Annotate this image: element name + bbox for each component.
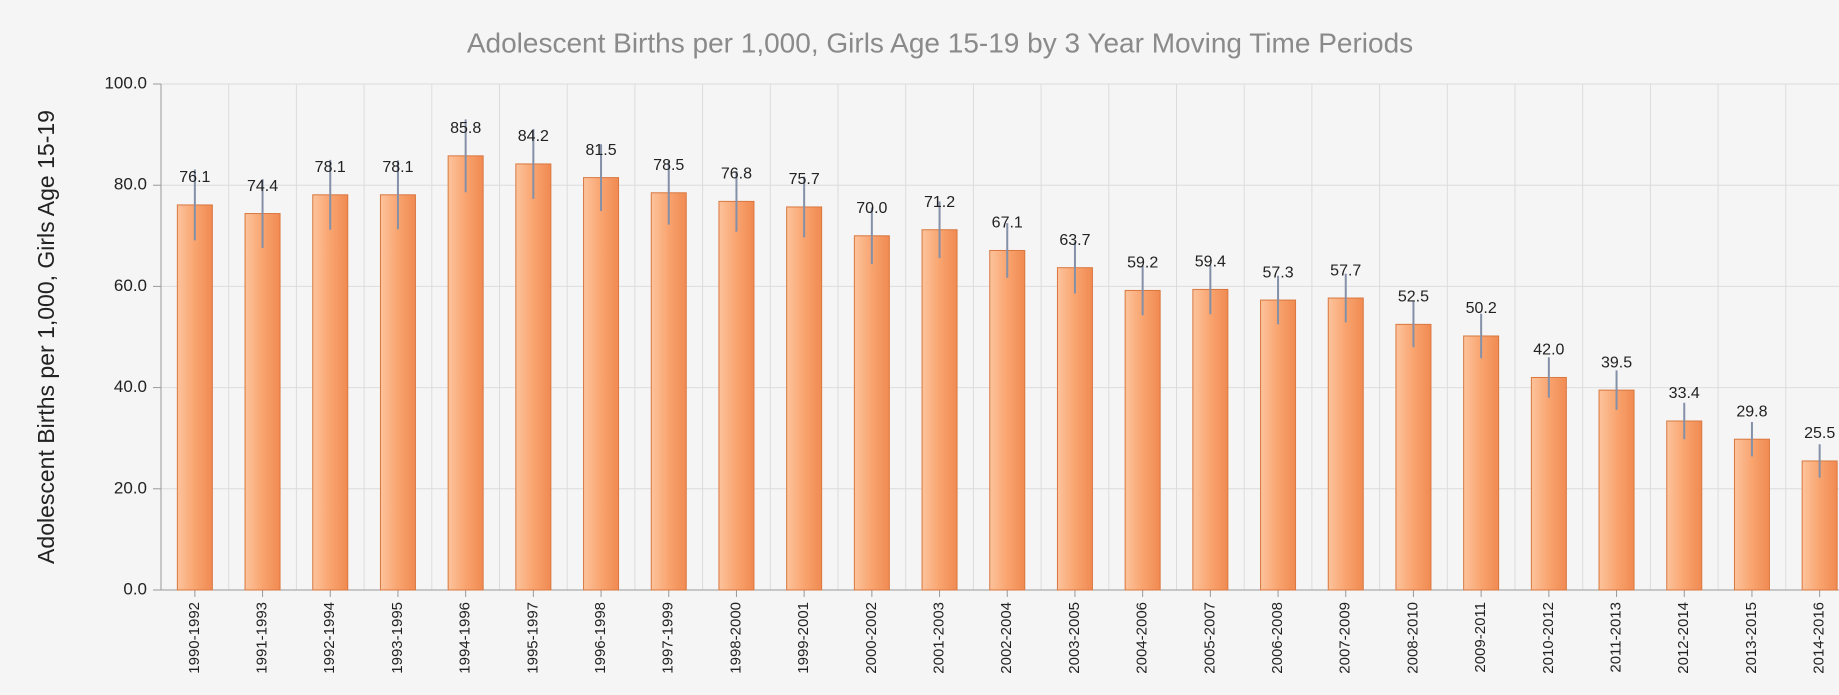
value-label: 50.2 xyxy=(1466,300,1497,317)
value-label: 59.4 xyxy=(1195,254,1226,271)
bar xyxy=(853,235,890,591)
x-tick-label: 2009-2011 xyxy=(1472,602,1489,673)
y-tick-label: 100.0 xyxy=(104,73,147,92)
bar xyxy=(1530,376,1567,591)
bar xyxy=(1056,267,1093,591)
bar xyxy=(244,213,281,591)
bar xyxy=(515,163,552,591)
x-tick-label: 2012-2014 xyxy=(1675,602,1692,674)
y-tick-label: 60.0 xyxy=(114,276,147,295)
value-label: 75.7 xyxy=(789,171,820,188)
x-tick-label: 1990-1992 xyxy=(186,602,203,674)
x-tick-label: 1996-1998 xyxy=(592,602,609,674)
value-label: 84.2 xyxy=(518,128,549,145)
value-label: 78.5 xyxy=(653,157,684,174)
value-label: 29.8 xyxy=(1736,403,1767,420)
bar xyxy=(1801,460,1838,591)
y-tick-label: 0.0 xyxy=(123,579,147,598)
y-axis-label: Adolescent Births per 1,000, Girls Age 1… xyxy=(33,110,59,564)
bar xyxy=(1733,438,1770,591)
value-label: 33.4 xyxy=(1669,385,1700,402)
bar xyxy=(1124,289,1161,591)
bar xyxy=(1192,288,1229,591)
value-label: 25.5 xyxy=(1804,425,1835,442)
bar xyxy=(176,204,213,591)
value-label: 52.5 xyxy=(1398,289,1429,306)
value-label: 63.7 xyxy=(1059,232,1090,249)
x-tick-label: 2001-2003 xyxy=(931,602,948,674)
bar xyxy=(583,177,620,591)
value-label: 57.7 xyxy=(1330,262,1361,279)
value-label: 67.1 xyxy=(992,215,1023,232)
x-tick-label: 2002-2004 xyxy=(998,602,1015,674)
x-tick-label: 1991-1993 xyxy=(254,602,271,674)
bar xyxy=(921,229,958,591)
x-tick-label: 2010-2012 xyxy=(1540,602,1557,674)
value-label: 42.0 xyxy=(1533,342,1564,359)
x-tick-label: 2000-2002 xyxy=(863,602,880,674)
x-tick-label: 2013-2015 xyxy=(1743,602,1760,674)
x-tick-label: 1999-2001 xyxy=(795,602,812,674)
bar xyxy=(989,249,1026,591)
bar xyxy=(650,192,687,591)
value-label: 85.8 xyxy=(450,120,481,137)
bar xyxy=(1463,335,1500,591)
x-tick-label: 2007-2009 xyxy=(1337,602,1354,674)
x-tick-label: 2005-2007 xyxy=(1201,602,1218,674)
x-tick-label: 2003-2005 xyxy=(1066,602,1083,674)
bar xyxy=(1260,299,1297,591)
bar xyxy=(1395,323,1432,591)
x-tick-label: 2006-2008 xyxy=(1269,602,1286,674)
bar xyxy=(1327,297,1364,591)
y-tick-label: 40.0 xyxy=(114,377,147,396)
value-label: 57.3 xyxy=(1262,264,1293,281)
value-label: 78.1 xyxy=(315,159,346,176)
value-label: 76.8 xyxy=(721,166,752,183)
value-label: 59.2 xyxy=(1127,255,1158,272)
bar xyxy=(447,155,484,591)
x-tick-label: 1992-1994 xyxy=(321,602,338,674)
x-tick-label: 1995-1997 xyxy=(524,602,541,674)
x-tick-label: 1998-2000 xyxy=(727,602,744,674)
y-tick-label: 20.0 xyxy=(114,478,147,497)
x-tick-label: 2008-2010 xyxy=(1404,602,1421,674)
value-label: 78.1 xyxy=(382,159,413,176)
x-tick-label: 2004-2006 xyxy=(1134,602,1151,674)
value-label: 39.5 xyxy=(1601,354,1632,371)
value-label: 74.4 xyxy=(247,178,278,195)
x-tick-label: 2014-2016 xyxy=(1811,602,1828,674)
bar xyxy=(786,206,823,591)
value-label: 81.5 xyxy=(585,142,616,159)
bar xyxy=(718,200,755,591)
x-tick-label: 1997-1999 xyxy=(660,602,677,674)
chart-title: Adolescent Births per 1,000, Girls Age 1… xyxy=(467,27,1413,58)
bar xyxy=(1666,420,1703,591)
value-label: 71.2 xyxy=(924,194,955,211)
bar xyxy=(1598,389,1635,591)
bar xyxy=(379,194,416,591)
x-tick-label: 2011-2013 xyxy=(1608,602,1625,673)
x-tick-label: 1993-1995 xyxy=(389,602,406,674)
value-label: 70.0 xyxy=(856,200,887,217)
y-tick-label: 80.0 xyxy=(114,175,147,194)
bar xyxy=(312,194,349,591)
x-tick-label: 1994-1996 xyxy=(457,602,474,674)
value-label: 76.1 xyxy=(179,169,210,186)
